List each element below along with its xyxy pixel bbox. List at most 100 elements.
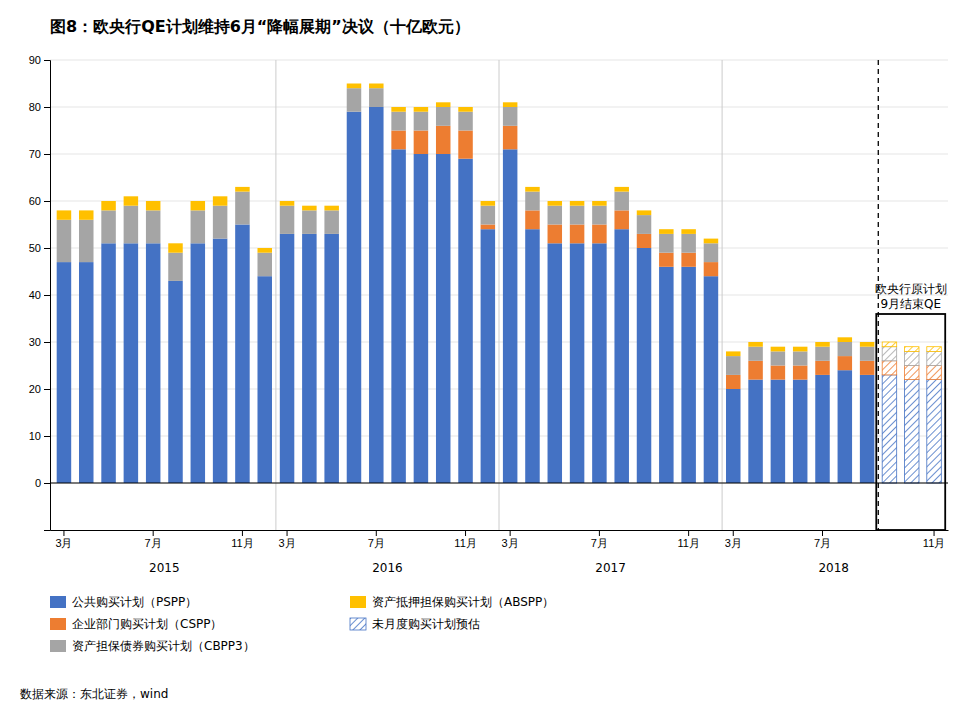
bar bbox=[592, 225, 607, 244]
bar bbox=[458, 159, 473, 483]
bar bbox=[503, 107, 518, 126]
bar bbox=[458, 107, 473, 112]
bar bbox=[793, 347, 808, 352]
bar bbox=[570, 225, 585, 244]
bar-estimate bbox=[927, 366, 942, 380]
bar bbox=[659, 253, 674, 267]
bar bbox=[347, 84, 362, 89]
bar bbox=[146, 243, 161, 483]
y-tick-label: 50 bbox=[29, 242, 41, 254]
bar bbox=[124, 243, 139, 483]
bar bbox=[748, 347, 763, 361]
x-tick-label: 7月 bbox=[368, 537, 385, 549]
x-tick-label: 11月 bbox=[677, 537, 699, 549]
x-tick: 3月 bbox=[55, 530, 72, 549]
y-axis-line bbox=[44, 61, 51, 531]
bar bbox=[525, 210, 540, 229]
x-tick: 3月 bbox=[725, 530, 742, 549]
bar bbox=[614, 210, 629, 229]
x-tick-mark bbox=[376, 530, 377, 536]
bar bbox=[235, 187, 250, 192]
x-group-label: 2016 bbox=[372, 561, 403, 575]
y-tick-mark bbox=[44, 389, 50, 390]
bar bbox=[548, 225, 563, 244]
annotation: 欧央行原计划9月结束QE bbox=[875, 282, 947, 311]
grid-line bbox=[50, 483, 948, 484]
bar bbox=[191, 243, 206, 483]
bar bbox=[79, 262, 94, 483]
y-tick-mark bbox=[44, 201, 50, 202]
bar bbox=[771, 351, 786, 365]
bar bbox=[280, 206, 295, 234]
bar bbox=[592, 206, 607, 225]
x-tick-mark bbox=[242, 530, 243, 536]
legend-item: 资产抵押担保购买计划（ABSPP） bbox=[350, 595, 554, 609]
bar bbox=[302, 234, 317, 483]
bar bbox=[414, 112, 429, 131]
bar bbox=[748, 361, 763, 380]
bar bbox=[235, 225, 250, 484]
annotation-text: 9月结束QE bbox=[880, 297, 941, 311]
bar bbox=[815, 342, 830, 347]
bar bbox=[704, 262, 719, 276]
bar bbox=[570, 243, 585, 483]
bar-estimate bbox=[904, 380, 919, 483]
legend-label: 资产担保债券购买计划（CBPP3） bbox=[72, 639, 255, 653]
bar bbox=[191, 210, 206, 243]
bar bbox=[860, 375, 875, 483]
bar bbox=[704, 239, 719, 244]
bar bbox=[614, 229, 629, 483]
bar-estimate bbox=[927, 351, 942, 365]
bar bbox=[838, 342, 853, 356]
legend-label: 未月度购买计划预估 bbox=[372, 617, 480, 631]
bar bbox=[525, 192, 540, 211]
bar bbox=[124, 206, 139, 244]
bar bbox=[302, 206, 317, 211]
bar bbox=[614, 187, 629, 192]
bar bbox=[548, 243, 563, 483]
series-bars bbox=[391, 126, 941, 389]
bar bbox=[146, 210, 161, 243]
bar bbox=[369, 84, 384, 89]
bar bbox=[681, 267, 696, 483]
bar bbox=[637, 215, 652, 234]
bar bbox=[391, 131, 406, 150]
bar bbox=[101, 210, 116, 243]
bar bbox=[793, 366, 808, 380]
bar bbox=[101, 243, 116, 483]
bar bbox=[704, 276, 719, 483]
bar bbox=[525, 229, 540, 483]
bar bbox=[347, 88, 362, 112]
bar bbox=[168, 281, 183, 483]
bar-estimate bbox=[882, 347, 897, 361]
bar bbox=[481, 206, 496, 225]
bar bbox=[257, 248, 272, 253]
series-bars bbox=[57, 88, 942, 375]
bar bbox=[324, 206, 339, 211]
x-tick-mark bbox=[688, 530, 689, 536]
bar bbox=[704, 243, 719, 262]
y-tick: 20 bbox=[29, 383, 50, 395]
y-tick: 90 bbox=[29, 54, 50, 66]
bar-estimate bbox=[904, 351, 919, 365]
y-tick-mark bbox=[44, 60, 50, 61]
bar bbox=[257, 253, 272, 277]
x-tick-mark bbox=[934, 530, 935, 536]
y-tick-label: 60 bbox=[29, 195, 41, 207]
zero-line bbox=[50, 483, 948, 484]
x-tick-label: 3月 bbox=[278, 537, 295, 549]
x-group-label: 2018 bbox=[818, 561, 849, 575]
bar bbox=[391, 107, 406, 112]
legend: 公共购买计划（PSPP）企业部门购买计划（CSPP）资产担保债券购买计划（CBP… bbox=[50, 595, 554, 653]
x-tick: 11月 bbox=[231, 530, 253, 549]
bar bbox=[570, 206, 585, 225]
bar bbox=[860, 347, 875, 361]
y-tick-label: 10 bbox=[29, 430, 41, 442]
x-tick: 7月 bbox=[814, 530, 831, 549]
x-tick-label: 11月 bbox=[231, 537, 253, 549]
legend-swatch bbox=[50, 640, 66, 652]
bar bbox=[235, 192, 250, 225]
legend-item: 企业部门购买计划（CSPP） bbox=[50, 617, 222, 631]
group-separators bbox=[276, 60, 722, 530]
x-group-labels: 2015201620172018 bbox=[149, 561, 849, 575]
